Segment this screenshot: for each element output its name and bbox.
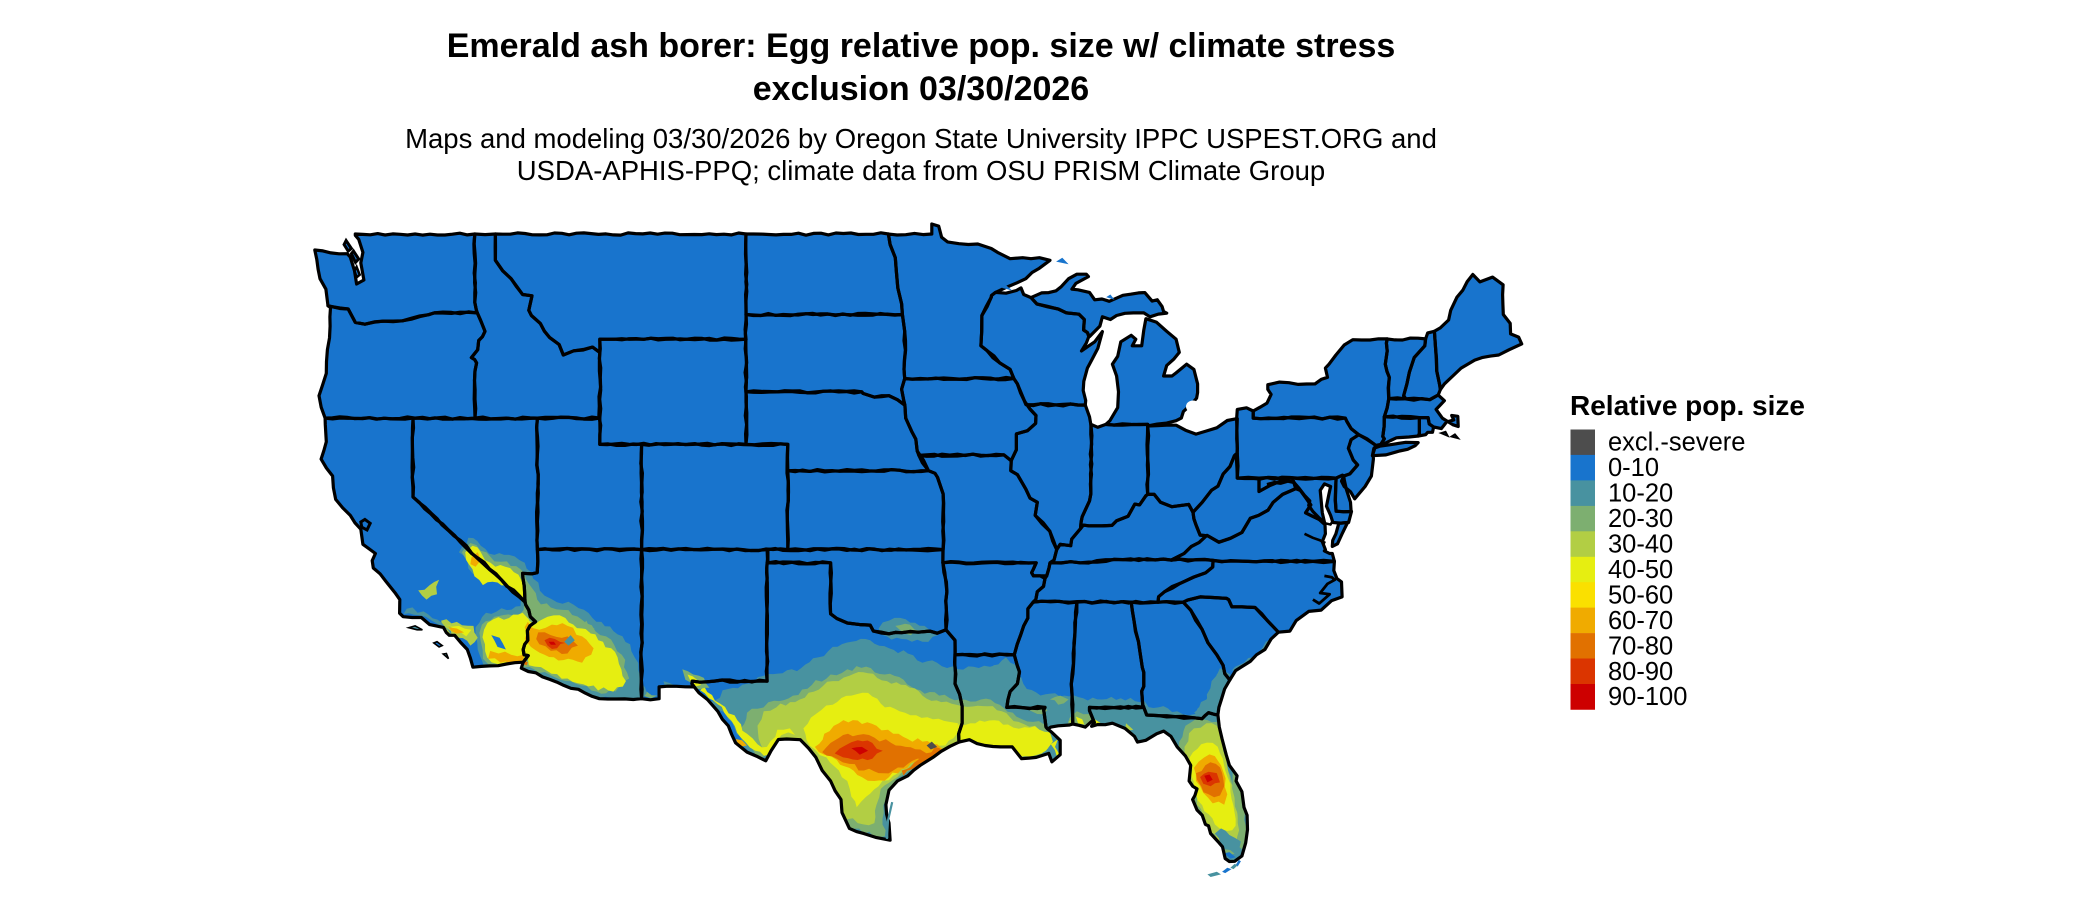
svg-text:80-90: 80-90: [1608, 658, 1673, 686]
svg-text:70-80: 70-80: [1608, 632, 1673, 660]
svg-text:90-100: 90-100: [1608, 683, 1687, 711]
svg-text:USDA-APHIS-PPQ; climate data f: USDA-APHIS-PPQ; climate data from OSU PR…: [517, 155, 1325, 186]
svg-text:Maps and modeling 03/30/2026 b: Maps and modeling 03/30/2026 by Oregon S…: [405, 123, 1437, 154]
svg-text:Emerald ash borer: Egg relativ: Emerald ash borer: Egg relative pop. siz…: [447, 27, 1396, 65]
svg-text:Relative pop. size: Relative pop. size: [1570, 390, 1805, 421]
svg-text:30-40: 30-40: [1608, 531, 1673, 559]
svg-text:60-70: 60-70: [1608, 607, 1673, 635]
svg-text:10-20: 10-20: [1608, 480, 1673, 508]
svg-text:excl.-severe: excl.-severe: [1608, 429, 1745, 457]
svg-text:40-50: 40-50: [1608, 556, 1673, 584]
svg-text:0-10: 0-10: [1608, 454, 1659, 482]
svg-text:20-30: 20-30: [1608, 505, 1673, 533]
svg-text:50-60: 50-60: [1608, 581, 1673, 609]
svg-text:exclusion 03/30/2026: exclusion 03/30/2026: [753, 70, 1089, 108]
